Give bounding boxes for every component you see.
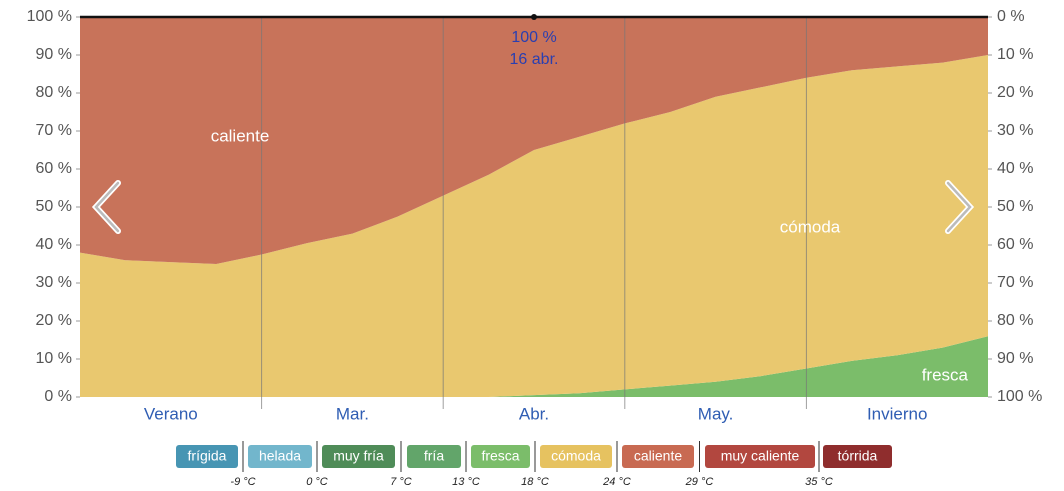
x-tick-label: May. <box>698 404 734 423</box>
x-tick-label: Abr. <box>519 404 549 423</box>
threshold-label: 24 °C <box>602 476 631 488</box>
hover-date: 16 abr. <box>510 51 559 68</box>
y-tick-label: 50 % <box>36 198 72 215</box>
y-tick-label: 30 % <box>36 274 72 291</box>
legend-swatch <box>705 445 815 468</box>
y2-tick-label: 50 % <box>997 198 1033 215</box>
y2-tick-label: 60 % <box>997 236 1033 253</box>
y-tick-label: 60 % <box>36 160 72 177</box>
y-tick-label: 100 % <box>27 8 72 25</box>
legend-swatch <box>540 445 612 468</box>
area-label: fresca <box>922 365 969 384</box>
legend-swatch <box>248 445 312 468</box>
legend-label: caliente <box>634 448 682 464</box>
area <box>80 336 988 397</box>
legend-swatch <box>471 445 530 468</box>
legend-swatch <box>823 445 892 468</box>
legend-label: cómoda <box>551 448 601 464</box>
legend-swatch <box>407 445 461 468</box>
y-tick-label: 20 % <box>36 312 72 329</box>
y-tick-label: 40 % <box>36 236 72 253</box>
legend-label: helada <box>259 448 301 464</box>
legend-label: muy caliente <box>721 448 800 464</box>
y-tick-label: 80 % <box>36 84 72 101</box>
threshold-label: 29 °C <box>685 476 714 488</box>
next-arrow[interactable] <box>946 181 972 233</box>
y2-tick-label: 20 % <box>997 84 1033 101</box>
y2-tick-label: 40 % <box>997 160 1033 177</box>
x-tick-label: Invierno <box>867 404 927 423</box>
legend-label: tórrida <box>838 448 878 464</box>
threshold-label: -9 °C <box>230 476 255 488</box>
area-label: caliente <box>211 126 270 145</box>
y2-tick-label: 80 % <box>997 312 1033 329</box>
y2-tick-label: 0 % <box>997 8 1025 25</box>
area <box>80 17 988 264</box>
x-tick-label: Verano <box>144 404 198 423</box>
y2-tick-label: 90 % <box>997 350 1033 367</box>
legend-label: frígida <box>188 448 227 464</box>
y-tick-label: 0 % <box>44 388 72 405</box>
y-tick-label: 90 % <box>36 46 72 63</box>
legend-label: muy fría <box>333 448 384 464</box>
threshold-label: 35 °C <box>805 476 833 488</box>
y-tick-label: 10 % <box>36 350 72 367</box>
legend-swatch <box>322 445 395 468</box>
y2-tick-label: 100 % <box>997 388 1042 405</box>
hover-dot <box>531 14 537 20</box>
legend-label: fría <box>424 448 444 464</box>
threshold-label: 18 °C <box>521 476 549 488</box>
y2-tick-label: 30 % <box>997 122 1033 139</box>
y2-tick-label: 70 % <box>997 274 1033 291</box>
prev-arrow[interactable] <box>94 181 120 233</box>
legend-label: fresca <box>481 448 519 464</box>
x-tick-label: Mar. <box>336 404 369 423</box>
area <box>80 55 988 397</box>
threshold-label: 7 °C <box>390 476 412 488</box>
hover-value: 100 % <box>511 29 556 46</box>
legend-swatch <box>176 445 238 468</box>
area-label: cómoda <box>780 217 841 236</box>
plot: Verano Mar. Abr. May. Invierno 0 % 10 % 20 % 30 … <box>27 8 1043 488</box>
threshold-label: 13 °C <box>452 476 480 488</box>
threshold-label: 0 °C <box>306 476 328 488</box>
y2-tick-label: 10 % <box>997 46 1033 63</box>
y-tick-label: 70 % <box>36 122 72 139</box>
legend-swatch <box>622 445 694 468</box>
